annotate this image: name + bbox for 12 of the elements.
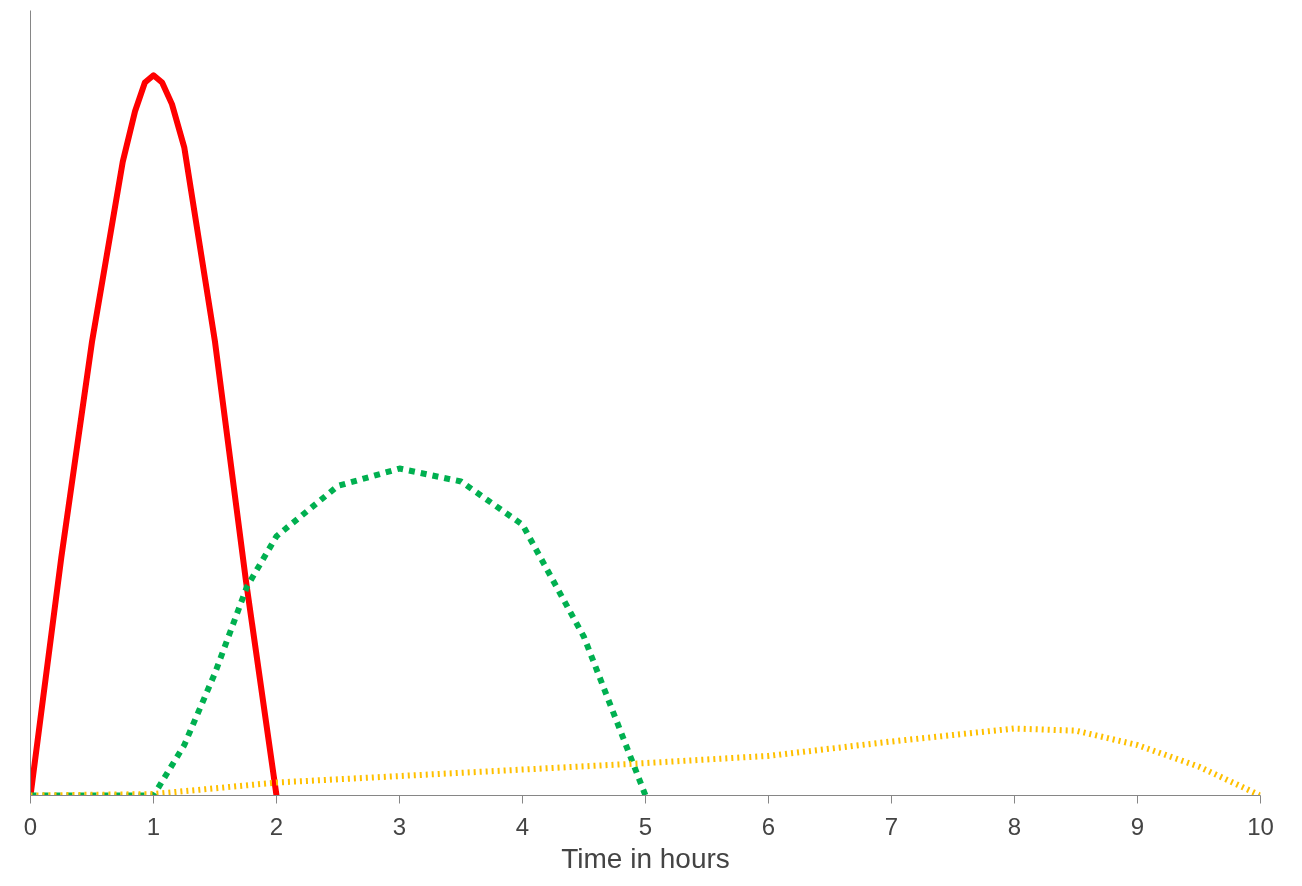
x-tick-label: 6 bbox=[761, 812, 776, 840]
x-tick-label: 10 bbox=[1247, 812, 1274, 840]
x-tick-label: 1 bbox=[146, 812, 161, 840]
x-tick-label: 4 bbox=[515, 812, 530, 840]
x-tick-label: 8 bbox=[1007, 812, 1022, 840]
x-tick-label: 9 bbox=[1130, 812, 1145, 840]
x-tick-label: 2 bbox=[269, 812, 284, 840]
x-tick-label: 7 bbox=[884, 812, 899, 840]
x-tick-label: 0 bbox=[23, 812, 38, 840]
x-axis-title: Time in hours bbox=[561, 842, 730, 874]
x-tick-label: 3 bbox=[392, 812, 407, 840]
x-tick-label: 5 bbox=[638, 812, 653, 840]
